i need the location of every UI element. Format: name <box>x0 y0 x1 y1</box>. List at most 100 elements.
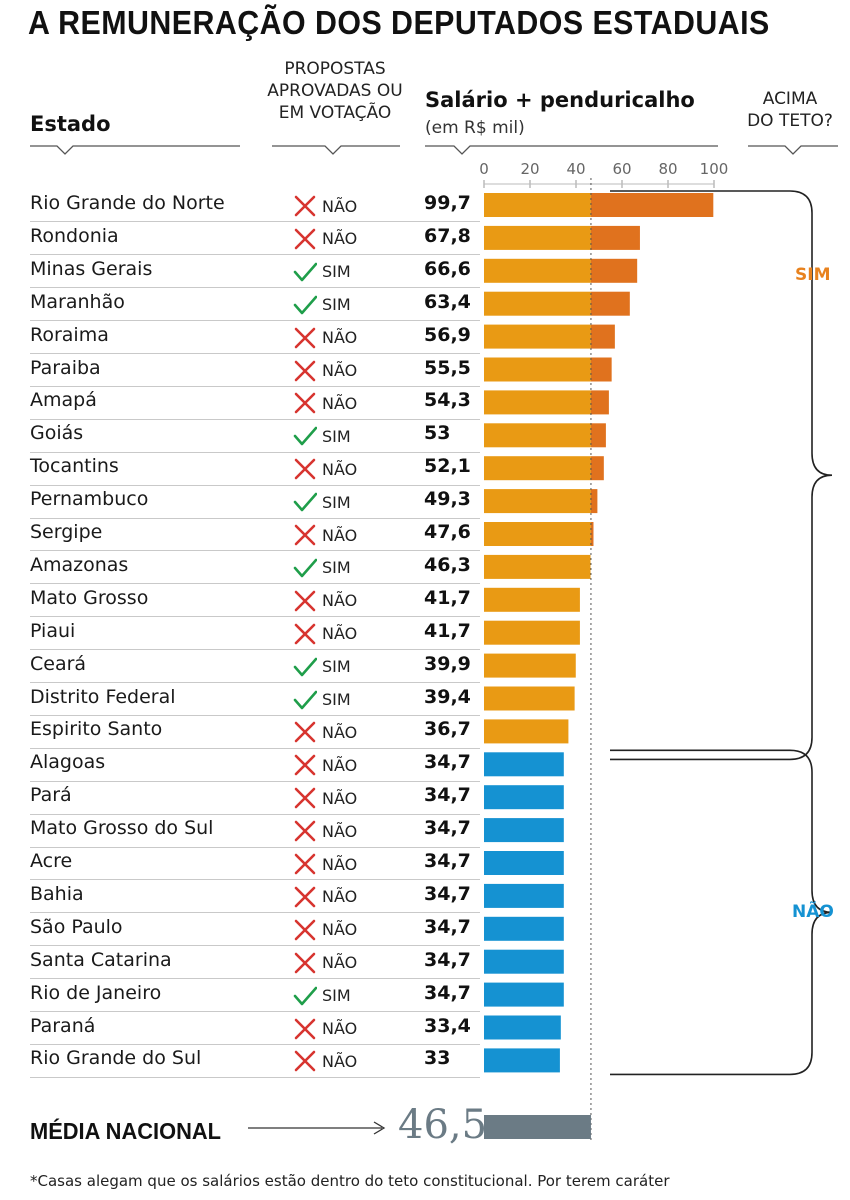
bar-above-average <box>590 357 612 382</box>
cross-icon <box>293 391 317 415</box>
bar <box>484 851 564 875</box>
proposal-status-label: NÃO <box>322 788 358 808</box>
header-estado: Estado <box>30 112 111 136</box>
value-label: 34,7 <box>424 784 471 807</box>
row-divider <box>30 320 480 322</box>
state-label: Piaui <box>30 619 76 642</box>
bar <box>484 719 569 744</box>
state-label: Amapá <box>30 389 97 412</box>
proposal-status-label: NÃO <box>322 1051 358 1071</box>
value-label: 66,6 <box>424 257 471 280</box>
value-label: 41,7 <box>424 619 471 642</box>
check-icon <box>293 260 317 284</box>
proposal-status-label: NÃO <box>322 755 358 775</box>
row-divider <box>30 550 480 552</box>
state-label: Maranhão <box>30 290 125 313</box>
proposal-status: NÃO <box>293 1017 357 1041</box>
state-label: Paraná <box>30 1014 96 1037</box>
proposal-status-label: NÃO <box>322 854 358 874</box>
bar-above-average <box>590 456 604 481</box>
bar <box>484 587 580 612</box>
row-divider <box>30 287 480 289</box>
value-label: 56,9 <box>424 323 471 346</box>
state-label: Alagoas <box>30 751 106 774</box>
bar <box>484 982 564 1007</box>
value-label: 34,7 <box>424 817 471 840</box>
cross-icon <box>293 1049 317 1073</box>
bar-above-average <box>590 522 594 546</box>
row-divider <box>30 1011 480 1013</box>
bar-above-average <box>590 489 598 514</box>
proposal-status: SIM <box>293 655 351 679</box>
bar-above-average <box>590 324 615 349</box>
check-icon <box>293 293 317 317</box>
state-label: Rondonia <box>30 224 119 247</box>
row-divider <box>30 221 480 223</box>
bar <box>484 686 575 711</box>
proposal-status-label: NÃO <box>322 887 358 907</box>
row-divider <box>30 583 480 585</box>
proposal-status-label: NÃO <box>322 1019 358 1038</box>
state-label: Santa Catarina <box>30 948 172 971</box>
proposal-status: SIM <box>293 490 351 514</box>
row-divider <box>30 945 480 947</box>
proposal-status: NÃO <box>293 194 357 218</box>
proposal-status: SIM <box>293 556 351 580</box>
proposal-status: NÃO <box>293 523 357 547</box>
proposal-status: NÃO <box>293 589 357 613</box>
bar-base <box>484 456 591 481</box>
bar-above-average <box>590 423 606 448</box>
state-label: Rio Grande do Norte <box>30 192 225 214</box>
proposal-status-label: NÃO <box>322 953 358 973</box>
cross-icon <box>293 326 317 350</box>
bar <box>484 620 580 645</box>
proposal-status: SIM <box>293 260 351 284</box>
cross-icon <box>293 852 317 876</box>
proposal-status-label: NÃO <box>322 328 358 348</box>
proposal-status: NÃO <box>293 951 357 975</box>
proposal-status-label: NÃO <box>322 624 358 644</box>
bar <box>484 554 591 579</box>
proposal-status-label: NÃO <box>322 196 358 216</box>
proposal-status: NÃO <box>293 622 357 646</box>
bar <box>484 785 564 810</box>
bar-base <box>484 489 591 514</box>
value-label: 34,7 <box>424 751 471 774</box>
axis-tick-label: 60 <box>612 160 631 178</box>
value-label: 67,8 <box>424 224 471 247</box>
header-underline <box>272 145 400 155</box>
row-divider <box>30 418 480 420</box>
average-label: MÉDIA NACIONAL <box>30 1118 221 1144</box>
bar-base <box>484 522 591 546</box>
proposal-status-label: SIM <box>322 295 351 315</box>
bar <box>484 949 564 974</box>
cross-icon <box>293 753 317 777</box>
proposal-status: NÃO <box>293 819 357 843</box>
row-divider <box>30 451 480 453</box>
proposal-status-label: NÃO <box>322 229 358 249</box>
proposal-status-label: SIM <box>322 690 351 709</box>
axis-tick-label: 0 <box>479 160 489 178</box>
state-label: Roraima <box>30 323 109 346</box>
bar-above-average <box>590 193 714 217</box>
proposal-status: NÃO <box>293 457 357 481</box>
proposal-status-label: NÃO <box>322 920 358 940</box>
proposal-status: NÃO <box>293 720 357 744</box>
bar <box>484 916 564 941</box>
row-divider <box>30 978 480 980</box>
cross-icon <box>293 359 317 383</box>
proposal-status-label: NÃO <box>322 722 358 742</box>
value-label: 52,1 <box>424 455 471 478</box>
value-label: 33 <box>424 1047 451 1070</box>
bar <box>484 818 564 843</box>
state-label: Amazonas <box>30 553 129 576</box>
group-label-nao: NÃO <box>792 902 834 923</box>
header-underline <box>30 145 240 155</box>
state-label: Espirito Santo <box>30 718 163 741</box>
proposal-status-label: SIM <box>322 657 351 677</box>
state-label: Mato Grosso do Sul <box>30 817 214 840</box>
proposal-status: SIM <box>293 424 351 448</box>
value-label: 36,7 <box>424 718 471 741</box>
axis-tick-label: 80 <box>658 160 677 178</box>
bar-base <box>484 193 591 217</box>
